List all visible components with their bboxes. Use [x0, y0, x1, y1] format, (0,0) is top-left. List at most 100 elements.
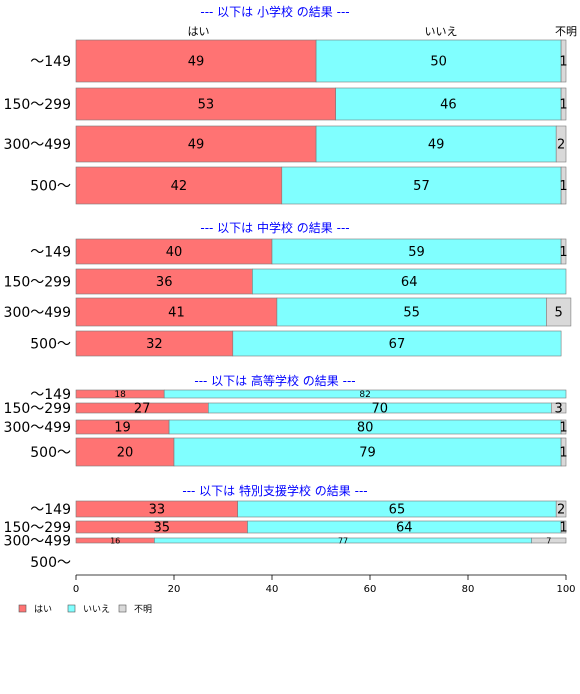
category-label: 150～299 [4, 401, 71, 417]
bar-segment-unknown [555, 125, 567, 163]
data-label-yes: 36 [156, 275, 173, 290]
data-label-yes: 27 [134, 402, 151, 417]
data-label-yes: 53 [198, 98, 215, 113]
bar-segment-unknown [560, 520, 567, 534]
category-label: ～149 [30, 387, 71, 403]
category-label: ～149 [30, 245, 71, 261]
legend-label-yes: はい [34, 604, 52, 615]
data-label-yes: 49 [188, 55, 205, 70]
bar-segment-yes [75, 39, 317, 83]
bar-segment-unknown [531, 537, 567, 544]
category-label: 300～499 [4, 420, 71, 436]
data-label-unknown: 2 [557, 138, 565, 153]
legend-label-unknown: 不明 [134, 604, 152, 615]
category-label: 150～299 [4, 520, 71, 536]
column-header-yes: はい [188, 25, 210, 38]
legend-swatch-no [67, 604, 76, 613]
category-label: 300～499 [4, 305, 71, 321]
bar-segment-yes [75, 166, 283, 205]
data-label-no: 77 [338, 536, 348, 545]
legend-label-no: いいえ [83, 604, 110, 615]
data-label-yes: 16 [110, 536, 120, 545]
panel-2-title: --- 以下は 中学校 の結果 --- [200, 220, 349, 235]
bar-segment-no [173, 437, 562, 467]
data-label-yes: 33 [149, 503, 166, 518]
x-tick-label: 0 [73, 584, 79, 595]
x-tick-label: 100 [556, 584, 575, 595]
data-label-yes: 20 [117, 446, 134, 461]
bar-segment-unknown [550, 402, 567, 414]
data-label-yes: 42 [171, 179, 188, 194]
bar-segment-no [252, 268, 567, 295]
bar-segment-unknown [555, 500, 567, 518]
bar-segment-no [315, 39, 562, 83]
bar-segment-yes [75, 268, 253, 295]
data-label-no: 49 [428, 138, 445, 153]
data-label-unknown: 1 [559, 421, 567, 436]
category-label: 150～299 [4, 97, 71, 113]
category-label: 300～499 [4, 534, 71, 550]
x-tick-label: 20 [168, 584, 181, 595]
bar-segment-unknown [546, 297, 572, 327]
panel-4-title: --- 以下は 特別支援学校 の結果 --- [182, 483, 367, 498]
bar-segment-unknown [560, 238, 567, 265]
legend-swatch-yes [18, 604, 27, 613]
x-tick-label: 40 [266, 584, 279, 595]
data-label-no: 67 [389, 337, 406, 352]
data-label-yes: 49 [188, 138, 205, 153]
panel-3-title: --- 以下は 高等学校 の結果 --- [194, 373, 355, 388]
data-label-unknown: 2 [557, 503, 565, 518]
bar-segment-no [271, 238, 562, 265]
bar-segment-unknown [560, 166, 567, 205]
data-label-no: 59 [408, 245, 425, 260]
category-label: ～149 [30, 502, 71, 518]
data-label-yes: 35 [153, 521, 170, 536]
data-label-no: 82 [359, 390, 370, 400]
data-label-yes: 40 [166, 245, 183, 260]
data-label-unknown: 5 [555, 306, 563, 321]
data-label-no: 50 [430, 55, 447, 70]
data-label-no: 70 [372, 402, 389, 417]
category-label: 150～299 [4, 275, 71, 291]
category-label: 500～ [30, 445, 71, 461]
category-label: 500～ [30, 337, 71, 353]
data-label-no: 64 [396, 521, 413, 536]
data-label-unknown: 1 [559, 55, 567, 70]
category-label: 500～ [30, 555, 71, 571]
x-tick-label: 80 [462, 584, 475, 595]
data-label-no: 55 [403, 306, 420, 321]
data-label-yes: 32 [146, 337, 163, 352]
data-label-unknown: 3 [555, 402, 563, 417]
bar-segment-unknown [560, 87, 567, 121]
data-label-no: 80 [357, 421, 374, 436]
panel-1-title: --- 以下は 小学校 の結果 --- [200, 4, 349, 19]
data-label-no: 64 [401, 275, 418, 290]
bar-segment-no [232, 330, 562, 357]
data-label-no: 46 [440, 98, 457, 113]
data-label-unknown: 1 [559, 245, 567, 260]
data-label-unknown: 1 [559, 446, 567, 461]
bar-segment-no [315, 125, 557, 163]
category-label: 300～499 [4, 137, 71, 153]
data-label-yes: 19 [114, 421, 131, 436]
bar-segment-no [163, 389, 567, 399]
category-label: 500～ [30, 179, 71, 195]
legend-swatch-unknown [118, 604, 127, 613]
data-label-no: 79 [359, 446, 376, 461]
data-label-yes: 18 [114, 390, 126, 400]
bar-segment-unknown [560, 437, 567, 467]
data-label-unknown: 7 [546, 536, 551, 545]
bar-segment-yes [75, 297, 278, 327]
column-header-unknown: 不明 [555, 25, 577, 38]
bar-segment-yes [75, 125, 317, 163]
data-label-yes: 41 [168, 306, 185, 321]
data-label-unknown: 1 [559, 521, 567, 536]
x-tick-label: 60 [364, 584, 377, 595]
bar-segment-unknown [560, 419, 567, 435]
data-label-no: 57 [413, 179, 430, 194]
column-header-no: いいえ [425, 25, 458, 38]
data-label-no: 65 [389, 503, 406, 518]
category-label: ～149 [30, 54, 71, 70]
